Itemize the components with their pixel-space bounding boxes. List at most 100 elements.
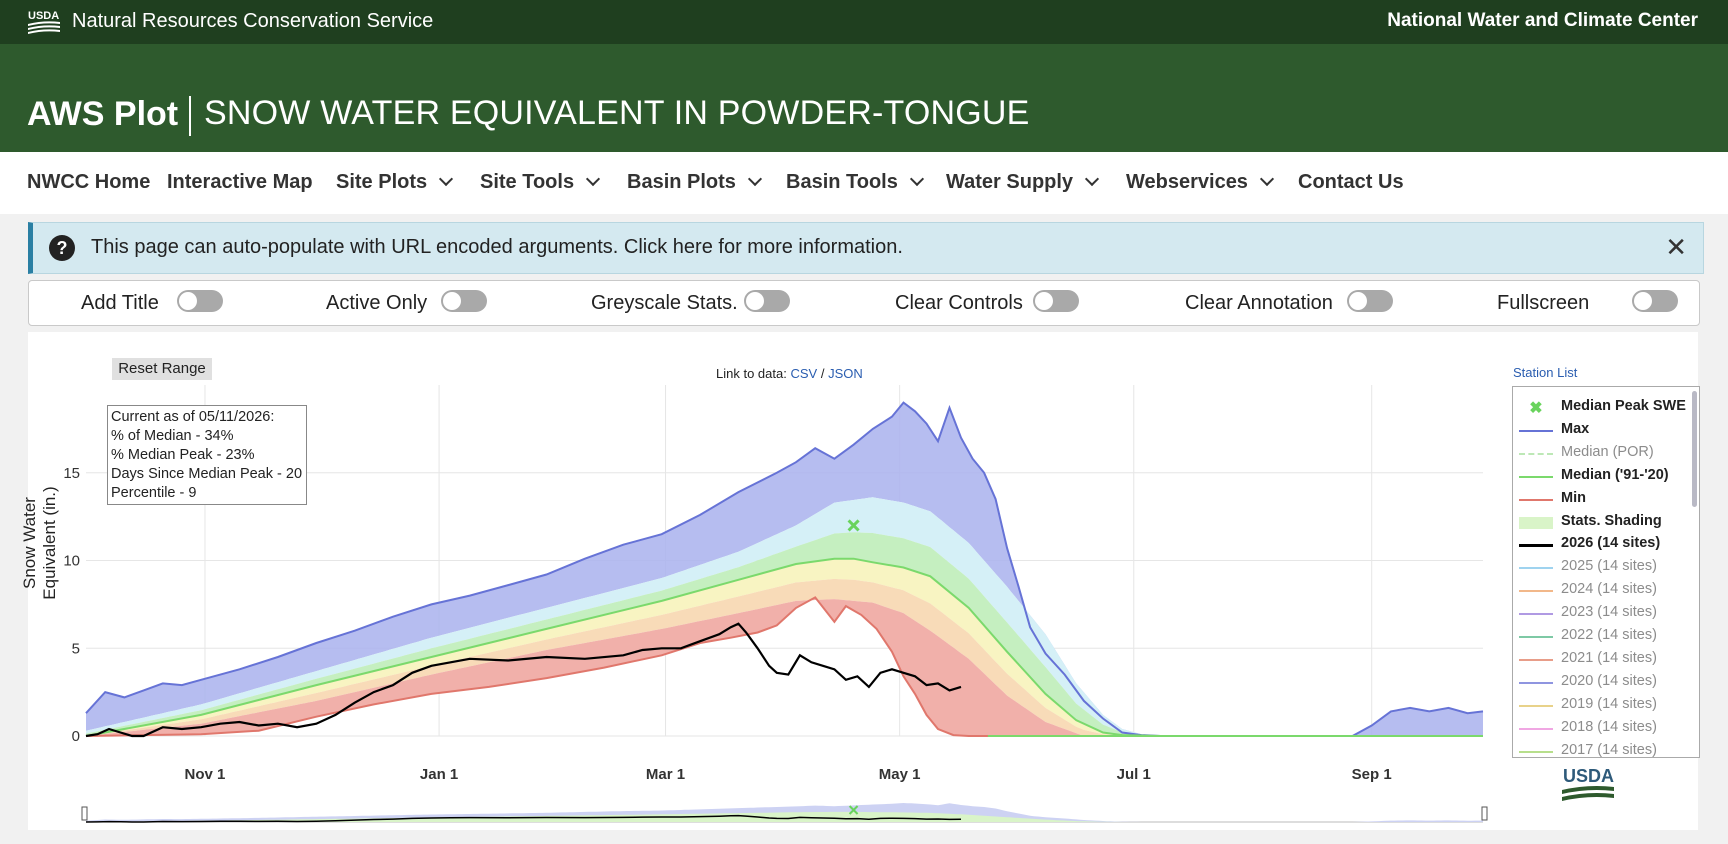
legend-swatch	[1519, 567, 1553, 570]
json-link[interactable]: JSON	[828, 366, 863, 381]
legend-swatch	[1519, 704, 1553, 707]
usda-logo-bottom: USDA	[1562, 766, 1614, 801]
legend-label: 2025 (14 sites)	[1561, 558, 1657, 575]
nav-contact-us[interactable]: Contact Us	[1298, 171, 1404, 194]
greyscale-stats-toggle[interactable]	[744, 290, 790, 312]
fullscreen-toggle[interactable]	[1632, 290, 1678, 312]
alert-message[interactable]: This page can auto-populate with URL enc…	[91, 236, 903, 258]
legend-swatch	[1519, 452, 1553, 455]
control-label: Add Title	[81, 292, 159, 314]
legend-label: 2022 (14 sites)	[1561, 627, 1657, 643]
link-separator: /	[820, 366, 825, 381]
legend-swatch	[1519, 429, 1553, 432]
link-prefix: Link to data:	[716, 366, 787, 381]
legend-swatch	[1519, 727, 1553, 730]
y-tick-label: 0	[72, 728, 80, 745]
reset-range-button[interactable]: Reset Range	[112, 358, 212, 380]
info-alert[interactable]: ? This page can auto-populate with URL e…	[28, 222, 1704, 274]
control-label: Clear Annotation	[1185, 292, 1333, 314]
nav-label: Water Supply	[946, 171, 1074, 193]
legend-label: 2018 (14 sites)	[1561, 718, 1657, 735]
legend-label: Median (POR)	[1561, 443, 1654, 460]
nav-nwcc-home[interactable]: NWCC Home	[27, 171, 150, 194]
data-links: Link to data: CSV / JSON	[716, 366, 863, 381]
main-nav: NWCC Home Interactive Map Site Plots Sit…	[0, 152, 1728, 215]
nav-label: NWCC Home	[27, 171, 151, 193]
range-slider-current	[85, 814, 962, 823]
control-label: Greyscale Stats.	[591, 292, 738, 314]
plot-controls: Add Title Active Only Greyscale Stats. C…	[28, 280, 1700, 326]
chart-legend: ✖ Median Peak SWE Max Median (POR) Median ('…	[1512, 386, 1700, 758]
range-slider-median	[86, 811, 1483, 822]
legend-label: Max	[1561, 420, 1590, 437]
control-label: Fullscreen	[1497, 292, 1590, 314]
legend-label: 2024 (14 sites)	[1561, 581, 1657, 598]
nav-basin-plots[interactable]: Basin Plots	[627, 171, 762, 194]
center-name[interactable]: National Water and Climate Center	[1387, 10, 1698, 31]
legend-label: 2019 (14 sites)	[1561, 695, 1657, 712]
y-tick-label: 15	[63, 465, 80, 482]
annotation-line: Current as of 05/11/2026:	[111, 409, 275, 425]
close-icon[interactable]: ✕	[1665, 232, 1687, 262]
legend-label: 2021 (14 sites)	[1561, 649, 1657, 666]
legend-swatch	[1519, 613, 1553, 616]
legend-swatch	[1519, 516, 1553, 529]
x-tick-label: Mar 1	[646, 766, 685, 783]
legend-swatch	[1519, 636, 1553, 638]
nav-site-plots[interactable]: Site Plots	[336, 171, 454, 194]
x-tick-label: Jan 1	[420, 766, 458, 783]
range-slider-peak-marker	[848, 805, 859, 815]
legend-swatch	[1519, 498, 1553, 501]
nav-label: Basin Tools	[786, 171, 898, 193]
nav-site-tools[interactable]: Site Tools	[480, 171, 601, 194]
control-label: Active Only	[326, 292, 428, 314]
nav-interactive-map[interactable]: Interactive Map	[167, 171, 313, 194]
annotation-line: % Median Peak - 23%	[111, 447, 255, 463]
nav-basin-tools[interactable]: Basin Tools	[786, 171, 924, 194]
active-only-toggle[interactable]	[441, 290, 487, 312]
range-slider-left-handle[interactable]	[81, 806, 88, 821]
clear-annotation-toggle[interactable]	[1347, 290, 1393, 312]
nav-label: Interactive Map	[167, 171, 313, 193]
legend-swatch	[1519, 658, 1553, 661]
min-line	[85, 596, 1483, 737]
legend-label: 2026 (14 sites)	[1561, 535, 1661, 552]
page-header: AWS Plot SNOW WATER EQUIVALENT IN POWDER…	[0, 44, 1728, 152]
legend-label: Min	[1561, 489, 1586, 506]
legend-swatch	[1519, 681, 1553, 684]
station-list-link[interactable]: Station List	[1513, 365, 1578, 380]
legend-swatch: ✖	[1529, 400, 1543, 417]
top-bar: USDA Natural Resources Conservation Serv…	[0, 0, 1728, 44]
nav-label: Webservices	[1126, 171, 1248, 193]
y-tick-label: 5	[72, 640, 80, 657]
legend-label: Median Peak SWE	[1561, 398, 1686, 414]
nav-webservices[interactable]: Webservices	[1126, 171, 1275, 194]
legend-label: 2020 (14 sites)	[1561, 672, 1657, 689]
legend-label: Median ('91-'20)	[1561, 466, 1669, 483]
range-slider-right-handle[interactable]	[1481, 806, 1488, 821]
current-conditions-annotation[interactable]: Current as of 05/11/2026: % of Median - …	[107, 405, 307, 505]
nav-label: Basin Plots	[627, 171, 736, 193]
usda-logo[interactable]: USDA	[27, 8, 61, 34]
legend-label: Stats. Shading	[1561, 512, 1662, 529]
x-tick-label: Jul 1	[1117, 766, 1151, 783]
app-title: AWS Plot	[27, 95, 179, 133]
clear-controls-toggle[interactable]	[1033, 290, 1079, 312]
y-axis-label: Snow Water Equivalent (in.)	[20, 486, 59, 600]
legend-scrollbar[interactable]	[1692, 391, 1697, 507]
add-title-toggle[interactable]	[177, 290, 223, 312]
csv-link[interactable]: CSV	[790, 366, 818, 381]
legend-swatch	[1519, 475, 1553, 478]
median-peak-marker	[847, 519, 860, 532]
question-circle-icon: ?	[49, 235, 75, 261]
agency-name[interactable]: Natural Resources Conservation Service	[72, 10, 434, 32]
y-tick-label: 10	[63, 553, 80, 570]
nav-water-supply[interactable]: Water Supply	[946, 171, 1100, 194]
x-tick-label: Sep 1	[1352, 766, 1392, 783]
legend-swatch	[1519, 590, 1553, 593]
page-title: SNOW WATER EQUIVALENT IN POWDER-TONGUE	[204, 94, 1030, 132]
annotation-line: Days Since Median Peak - 20	[111, 466, 303, 482]
legend-swatch	[1519, 750, 1553, 753]
svg-text:USDA: USDA	[28, 10, 59, 22]
